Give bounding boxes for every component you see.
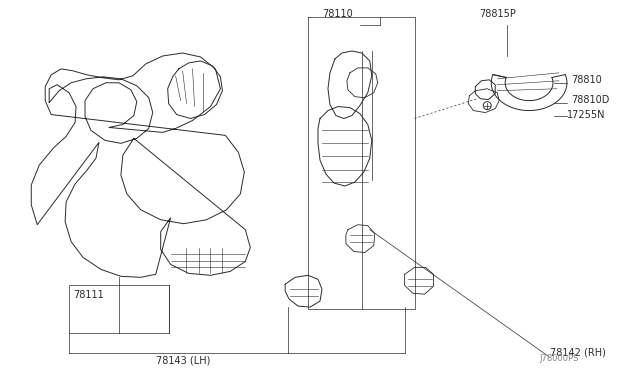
Text: 78111: 78111 bbox=[73, 290, 104, 300]
Text: 78810: 78810 bbox=[571, 75, 602, 85]
Text: 78143 (LH): 78143 (LH) bbox=[156, 356, 210, 366]
Text: 78142 (RH): 78142 (RH) bbox=[550, 348, 606, 358]
Text: 78110: 78110 bbox=[322, 9, 353, 19]
Text: 78810D: 78810D bbox=[571, 94, 609, 105]
Text: 78815P: 78815P bbox=[479, 9, 516, 19]
Text: J78000PS: J78000PS bbox=[539, 354, 579, 363]
Text: 17255N: 17255N bbox=[567, 109, 605, 119]
